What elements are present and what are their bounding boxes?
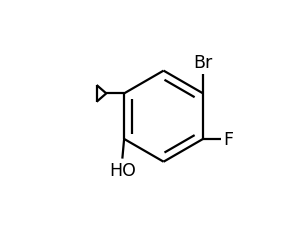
Text: HO: HO bbox=[109, 161, 136, 179]
Text: Br: Br bbox=[194, 54, 213, 72]
Text: F: F bbox=[223, 130, 233, 148]
